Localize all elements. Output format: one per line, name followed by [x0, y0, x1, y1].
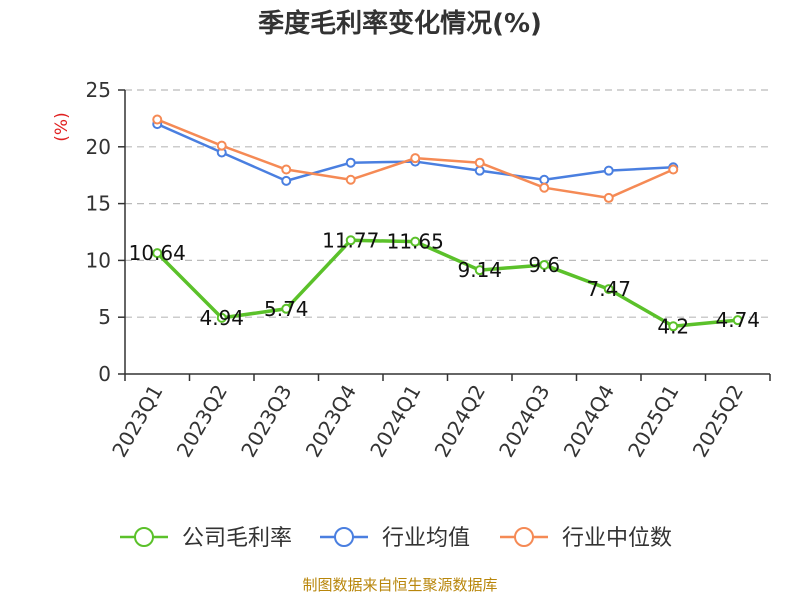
x-tick-label: 2025Q1: [623, 381, 683, 462]
data-label-layer: 10.64 4.94 5.74 11.77 11.65 9.14 9.6 7.47 4.2 4.7…: [129, 228, 760, 338]
source-note: 制图数据来自恒生聚源数据库: [302, 576, 497, 594]
legend-label: 行业中位数: [562, 526, 672, 551]
legend-label: 行业均值: [382, 526, 470, 551]
x-tick-label: 2024Q1: [365, 381, 425, 462]
data-label: 10.64: [129, 241, 186, 265]
series-company: [152, 235, 743, 332]
y-tick-label: 20: [86, 135, 111, 159]
data-point: [410, 153, 421, 164]
series-industry_median: [152, 114, 679, 203]
series-layer: [152, 114, 743, 332]
x-tick-label: 2024Q2: [430, 381, 490, 462]
y-tick-label: 5: [98, 305, 111, 329]
data-point: [345, 235, 356, 246]
x-tick-label: 2025Q2: [688, 381, 748, 462]
data-point: [281, 175, 292, 186]
x-tick-label: 2023Q3: [236, 381, 296, 462]
data-point: [603, 165, 614, 176]
data-label: 4.94: [199, 306, 244, 330]
data-point: [603, 284, 614, 295]
data-label: 11.65: [387, 230, 444, 254]
x-tick-label: 2023Q2: [172, 381, 232, 462]
data-point: [410, 236, 421, 247]
chart-title: 季度毛利率变化情况(%): [258, 8, 542, 39]
data-point: [474, 157, 485, 168]
series-line: [156, 122, 674, 183]
data-label: 4.74: [715, 308, 760, 332]
y-tick-label: 0: [98, 362, 111, 386]
x-tick-label: 2024Q3: [494, 381, 554, 462]
data-point: [539, 174, 550, 185]
data-label: 7.47: [586, 277, 631, 301]
data-point: [474, 265, 485, 276]
y-tick-label: 15: [86, 192, 111, 216]
data-label: 4.2: [657, 314, 689, 338]
data-label: 9.6: [528, 253, 560, 277]
data-point: [668, 321, 679, 332]
legend-item: 行业均值: [320, 526, 470, 551]
legend-swatch-marker: [514, 527, 534, 547]
legend: 公司毛利率 行业均值 行业中位数: [120, 526, 672, 551]
data-label: 5.74: [264, 297, 309, 321]
y-tick-label: 10: [86, 248, 111, 272]
data-point: [474, 165, 485, 176]
data-point: [539, 259, 550, 270]
y-axis-label: (%): [52, 112, 72, 141]
data-point: [732, 315, 743, 326]
data-point: [216, 312, 227, 323]
data-point: [603, 192, 614, 203]
data-point: [281, 164, 292, 175]
data-point: [152, 248, 163, 259]
data-point: [668, 164, 679, 175]
data-point: [152, 114, 163, 125]
legend-label: 公司毛利率: [182, 526, 292, 551]
x-tick-label: 2024Q4: [559, 381, 619, 462]
data-point: [345, 157, 356, 168]
series-industry_avg: [152, 119, 679, 186]
grid-layer: [125, 89, 770, 318]
legend-swatch-marker: [134, 527, 154, 547]
data-point: [216, 140, 227, 151]
legend-swatch-marker: [334, 527, 354, 547]
data-label: 9.14: [457, 258, 502, 282]
data-point: [281, 303, 292, 314]
x-tick-label: 2023Q1: [107, 381, 167, 462]
data-point: [539, 182, 550, 193]
x-tick-label: 2023Q4: [301, 381, 361, 462]
legend-item: 公司毛利率: [120, 526, 292, 551]
data-point: [345, 174, 356, 185]
axis-layer: 0 5 10 15 20 25 2023Q1 2023Q2 2023Q3 2023Q4 2024Q1…: [86, 78, 771, 462]
legend-item: 行业中位数: [500, 526, 672, 551]
data-label: 11.77: [322, 228, 379, 252]
series-line: [156, 238, 738, 329]
y-tick-label: 25: [86, 78, 111, 102]
